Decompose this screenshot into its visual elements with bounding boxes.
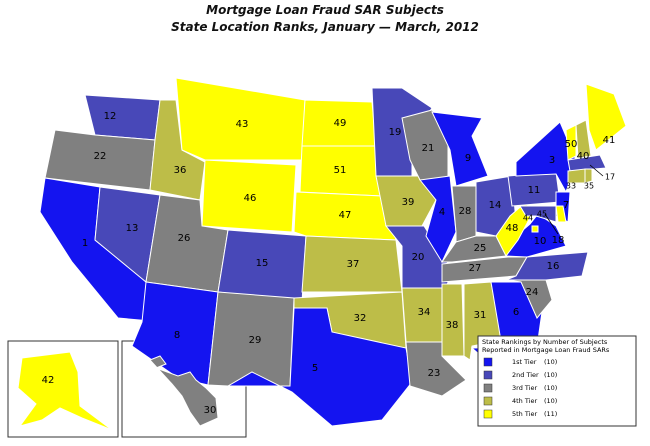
state-rank: 34 [418, 307, 431, 318]
state-rank: 3 [549, 155, 555, 166]
state-rank: 40 [577, 151, 590, 162]
state-rank: 32 [354, 313, 367, 324]
legend-label: 1st Tier [512, 358, 537, 366]
state [149, 99, 206, 201]
state-rank: 48 [506, 223, 519, 234]
leader-line [589, 164, 604, 177]
legend-swatch [483, 396, 493, 406]
legend-count: (10) [544, 371, 557, 379]
state-rank: 26 [178, 233, 191, 244]
map-subtitle: State Location Ranks, January — March, 2… [171, 20, 479, 34]
state-rank: 51 [334, 165, 347, 176]
legend-label: 2nd Tier [512, 371, 539, 379]
state-rank: 27 [469, 263, 482, 274]
state-rank: 41 [603, 135, 616, 146]
state-rank: 33 [566, 182, 576, 191]
state-rank: 22 [94, 151, 107, 162]
state-rank: 43 [236, 119, 249, 130]
state [201, 159, 297, 233]
state-rank: 44 [523, 214, 533, 223]
state [149, 355, 219, 427]
state-rank: 13 [126, 223, 139, 234]
state-rank: 49 [334, 118, 347, 129]
legend-swatch [483, 409, 493, 419]
state [555, 205, 567, 223]
state [375, 175, 437, 227]
state [531, 225, 539, 233]
state-rank: 38 [446, 320, 459, 331]
state-rank: 21 [422, 143, 435, 154]
state-rank: 39 [402, 197, 415, 208]
legend-label: 5th Tier [512, 410, 537, 418]
state-rank: 31 [474, 310, 487, 321]
state-rank: 17 [605, 173, 615, 182]
legend-label: 4th Tier [512, 397, 537, 405]
state-rank: 23 [428, 368, 441, 379]
legend-heading: Reported in Mortgage Loan Fraud SARs [482, 346, 610, 354]
state-rank: 45 [537, 210, 547, 219]
state-rank: 25 [474, 243, 487, 254]
state-rank: 16 [547, 261, 560, 272]
state-rank: 47 [339, 210, 352, 221]
legend-count: (11) [544, 410, 557, 418]
state [175, 77, 306, 161]
map-title: Mortgage Loan Fraud SAR Subjects [206, 3, 444, 17]
legend-swatch [483, 357, 493, 367]
state-rank: 42 [42, 375, 55, 386]
state [441, 283, 465, 357]
state-rank: 8 [174, 330, 180, 341]
legend-count: (10) [544, 384, 557, 392]
state [17, 351, 113, 431]
state-rank: 30 [204, 405, 217, 416]
state-rank: 28 [459, 206, 472, 217]
state-rank: 35 [584, 182, 594, 191]
state-rank: 5 [312, 363, 318, 374]
state-rank: 14 [489, 200, 502, 211]
state-rank: 12 [104, 111, 117, 122]
legend-box [477, 335, 637, 427]
legend-heading: State Rankings by Number of Subjects [482, 338, 608, 346]
state-rank: 7 [563, 200, 569, 211]
state-rank: 36 [174, 165, 187, 176]
legend: 1st Tier (10) 2nd Tier (10) 3rd Tier (10) 4th … [483, 357, 557, 419]
state-rank: 19 [389, 127, 402, 138]
state-rank: 6 [513, 307, 519, 318]
state [226, 307, 413, 427]
state-rank: 29 [249, 335, 262, 346]
state-rank: 46 [244, 193, 257, 204]
state [565, 124, 577, 161]
state-rank: 37 [347, 259, 360, 270]
state-rank: 18 [552, 235, 565, 246]
state-rank: 4 [439, 207, 445, 218]
state-rank: 24 [526, 287, 539, 298]
state-rank: 9 [465, 153, 471, 164]
state [567, 154, 607, 172]
state [584, 168, 593, 184]
legend-label: 3rd Tier [512, 384, 537, 392]
state-rank: 1 [82, 238, 88, 249]
legend-swatch [483, 370, 493, 380]
state [431, 111, 489, 187]
state [519, 205, 557, 223]
leader-line [544, 213, 559, 235]
state-rank: 15 [256, 258, 269, 269]
state [84, 94, 161, 141]
state-rank: 11 [528, 185, 541, 196]
state [585, 83, 627, 151]
legend-count: (10) [544, 397, 557, 405]
state-rank: 50 [565, 139, 578, 150]
state-rank: 20 [412, 252, 425, 263]
state-rank: 10 [534, 236, 547, 247]
legend-count: (10) [544, 358, 557, 366]
legend-swatch [483, 383, 493, 393]
